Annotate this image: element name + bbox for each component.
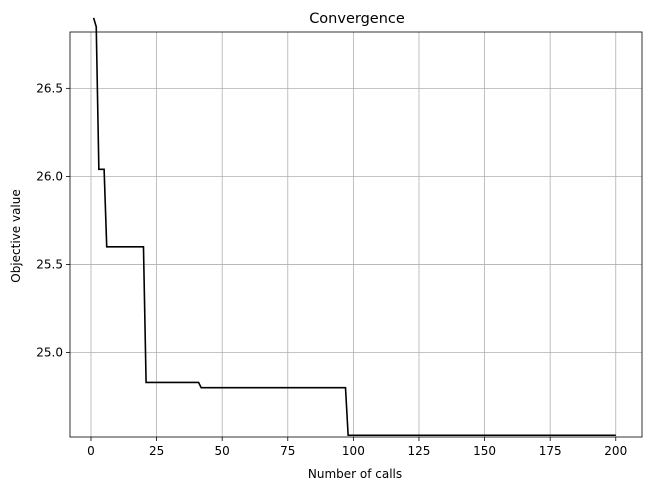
x-tick-label: 125: [408, 444, 431, 458]
x-tick-label: 50: [215, 444, 230, 458]
x-tick-label: 25: [149, 444, 164, 458]
y-tick-label: 26.0: [36, 169, 63, 183]
series-line: [92, 17, 616, 437]
x-tick-label: 175: [539, 444, 562, 458]
y-axis-label: Objective value: [9, 189, 23, 283]
x-tick-label: 75: [280, 444, 295, 458]
y-tick-label: 25.0: [36, 345, 63, 359]
x-tick-label: 200: [604, 444, 627, 458]
x-tick-label: 100: [342, 444, 365, 458]
x-tick-label: 150: [473, 444, 496, 458]
plot-area: [92, 17, 616, 437]
axes-frame: [69, 31, 643, 438]
chart-title: Convergence: [309, 11, 405, 27]
y-tick-label: 26.5: [36, 81, 63, 95]
axes: 0 25 50 75 100 125 150 175 200 25.0 25.5 26.0 26.5: [36, 31, 643, 458]
x-tick-label: 0: [87, 444, 95, 458]
grid: [70, 32, 642, 437]
y-tick-label: 25.5: [36, 257, 63, 271]
x-axis-label: Number of calls: [308, 467, 402, 481]
